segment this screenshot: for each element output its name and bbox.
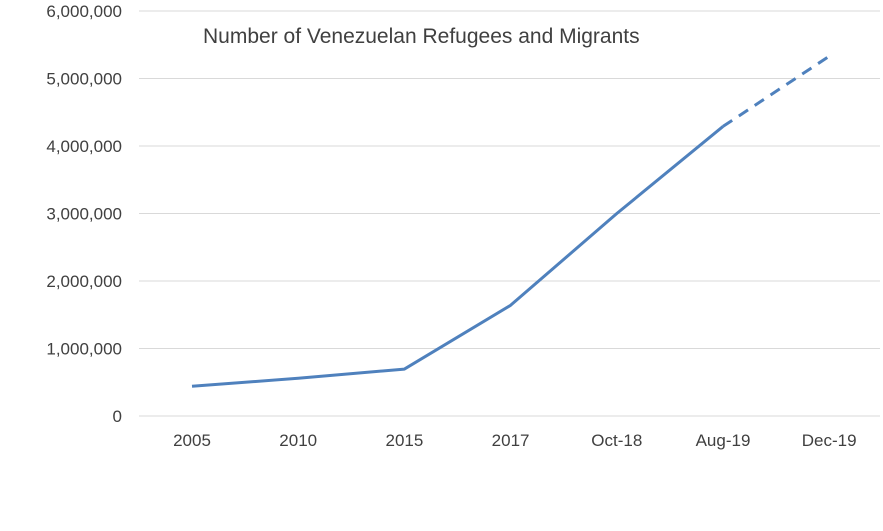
y-tick-label: 6,000,000 (46, 2, 122, 21)
series-layer (191, 54, 831, 388)
series-line (191, 125, 724, 388)
x-tick-label: 2017 (492, 431, 530, 450)
x-tick-label: Oct-18 (591, 431, 642, 450)
gridlines (139, 10, 880, 417)
y-tick-label: 0 (113, 407, 122, 426)
x-tick-label: Aug-19 (696, 431, 751, 450)
x-tick-label: Dec-19 (802, 431, 857, 450)
y-tick-label: 3,000,000 (46, 205, 122, 224)
y-axis-ticks: 0 1,000,000 2,000,000 3,000,000 4,000,000 5,0… (46, 2, 122, 426)
x-tick-label: 2015 (385, 431, 423, 450)
y-tick-label: 2,000,000 (46, 272, 122, 291)
y-tick-label: 5,000,000 (46, 70, 122, 89)
y-tick-label: 1,000,000 (46, 340, 122, 359)
y-tick-label: 4,000,000 (46, 137, 122, 156)
chart-title: Number of Venezuelan Refugees and Migran… (203, 25, 640, 48)
x-tick-label: 2005 (173, 431, 211, 450)
x-tick-label: 2010 (279, 431, 317, 450)
series-line-projected (722, 54, 831, 128)
x-axis-ticks: 2005 2010 2015 2017 Oct-18 Aug-19 Dec-19 (173, 431, 857, 450)
